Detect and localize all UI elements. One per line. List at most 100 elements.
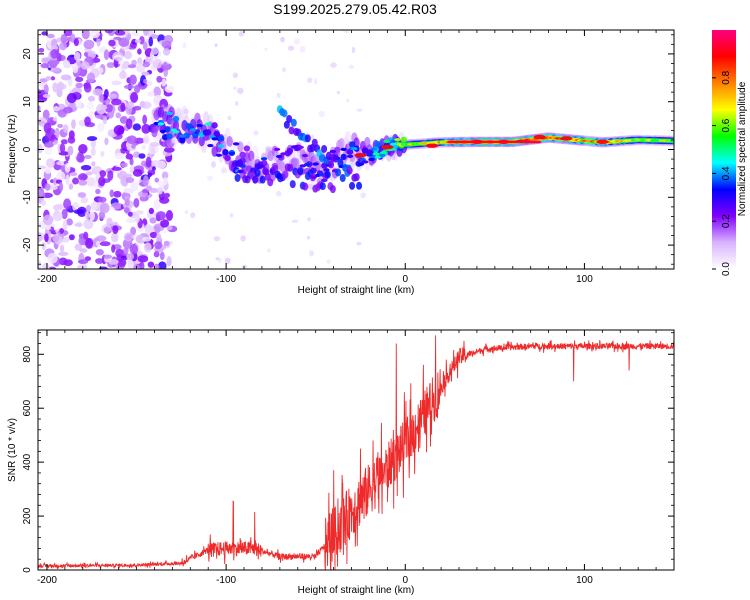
spectrogram-noise-blob — [47, 252, 58, 264]
spectrogram-ridge-blob — [204, 129, 212, 136]
snr-axes-frame — [37, 329, 675, 571]
spectrogram-noise-blob — [85, 171, 93, 176]
spectrogram-noise-blob — [42, 262, 50, 269]
spectrogram-branch-blob — [252, 175, 259, 184]
spectrogram-noise-blob — [238, 30, 244, 37]
spectrogram-noise-blob — [132, 123, 142, 131]
spectrogram-ridge-blob — [370, 147, 377, 151]
spectrogram-noise-blob — [166, 256, 172, 267]
spectrogram-noise-blob — [104, 104, 113, 113]
spectrogram-noise-blob — [52, 204, 63, 211]
spectrogram-noise-blob — [122, 247, 129, 254]
colorbar-tick-label: 0.8 — [721, 70, 732, 84]
spectrogram-ridge-blob — [239, 151, 246, 158]
spectrogram-noise-blob — [182, 42, 187, 49]
spectrogram-noise-blob — [148, 36, 154, 47]
spectrogram-noise-blob — [60, 74, 72, 81]
x-tick-label: -200 — [37, 274, 57, 285]
spectrogram-noise-blob — [43, 122, 52, 134]
spectrogram-branch-blob — [319, 182, 326, 191]
spectrogram-noise-blob — [77, 259, 89, 265]
spectrogram-ridge-blob — [226, 135, 233, 147]
spectrogram-noise-blob — [107, 258, 119, 265]
spectrogram-noise-blob — [56, 171, 66, 181]
spectrogram-ridge-blob — [172, 115, 180, 123]
spectrogram-noise-blob — [99, 170, 107, 178]
spectrogram-noise-blob — [214, 43, 218, 48]
spectrogram-noise-blob — [227, 115, 232, 121]
spectrogram-noise-blob — [307, 183, 314, 190]
spectrogram-noise-blob — [71, 119, 76, 130]
spectrogram-noise-blob — [264, 47, 268, 51]
spectrogram-noise-blob — [276, 92, 281, 98]
spectrogram-noise-blob — [59, 41, 67, 51]
spectrogram-peak — [536, 140, 542, 144]
spectrogram-noise-blob — [83, 83, 92, 93]
spectrogram-noise-blob — [149, 231, 158, 239]
spectrogram-ridge-blob — [293, 157, 300, 169]
spectrogram-noise-blob — [42, 109, 50, 120]
spectrogram-ridge-blob — [172, 120, 180, 131]
spectrogram-noise-blob — [287, 45, 295, 51]
spectrogram-noise-blob — [348, 64, 355, 69]
spectrogram-noise-blob — [154, 241, 163, 250]
snr-x-ticks: -200 -100 0 100 — [37, 330, 675, 586]
spectrogram-noise-blob — [306, 235, 311, 240]
spectrogram-noise-blob — [165, 209, 174, 221]
spectrogram-noise-blob — [80, 164, 92, 171]
spectrogram-noise-blob — [38, 105, 41, 112]
spectrogram-noise-blob — [166, 155, 172, 161]
spectrogram-ridge-blob — [189, 128, 197, 132]
spectrogram-noise-blob — [233, 86, 237, 90]
spectrogram-noise-blob — [98, 93, 104, 103]
spectrogram-peak — [381, 144, 394, 150]
spectrogram-noise-blob — [149, 142, 161, 147]
spectrogram-branch-blob — [257, 161, 264, 170]
spectrogram-noise-blob — [281, 67, 286, 73]
spectrogram-noise-blob — [318, 110, 326, 118]
spectrogram-noise-blob — [86, 136, 98, 141]
spectrogram-noise-blob — [99, 241, 111, 247]
spectrogram-noise-blob — [85, 237, 94, 249]
spectrogram-noise-blob — [48, 60, 60, 66]
spectrogram-noise-blob — [40, 63, 50, 69]
spectrogram-noise-blob — [74, 243, 83, 251]
spectrogram-noise-blob — [107, 170, 114, 181]
spectrogram-noise-blob — [309, 250, 314, 257]
spectrogram-noise-blob — [144, 242, 152, 253]
spectrogram-branch-blob — [232, 159, 239, 168]
spectrogram-noise-blob — [126, 135, 137, 144]
spectrogram-noise-blob — [113, 190, 122, 198]
spectrogram-ridge-blob — [232, 142, 240, 146]
spectrogram-noise-blob — [41, 241, 46, 250]
x-tick-label: 0 — [402, 575, 408, 586]
spectrogram-branch-blob — [259, 175, 266, 184]
spectrogram-noise-blob — [42, 214, 54, 226]
spectrogram-ridge-blob — [290, 145, 298, 149]
spectrogram-noise-blob — [69, 33, 76, 43]
spectrogram-noise-blob — [156, 186, 163, 195]
spectrogram-noise-blob — [66, 92, 77, 104]
spectrogram-noise-blob — [137, 255, 149, 263]
spectrogram-noise-blob — [133, 197, 140, 208]
spectrogram-noise-blob — [59, 143, 66, 154]
spectrogram-noise-blob — [342, 30, 350, 34]
spectrogram-noise-blob — [113, 125, 125, 136]
spectrogram-ridge-blob — [217, 135, 225, 142]
spectrogram-noise-blob — [141, 123, 151, 134]
spectrogram-branch-blob — [332, 154, 339, 163]
spectrogram-noise-blob — [127, 64, 137, 69]
spectrogram-branch-blob — [234, 173, 241, 182]
spectrogram-noise-blob — [56, 81, 65, 91]
spectrogram-noise-blob — [75, 101, 83, 109]
y-tick-label: 0 — [22, 146, 33, 152]
spectrogram-noise-blob — [139, 100, 146, 108]
spectrogram-noise-blob — [145, 185, 153, 191]
colorbar-tick-label: 0.4 — [721, 166, 732, 180]
spectrogram-noise-blob — [120, 162, 128, 168]
spectrogram-noise-blob — [74, 222, 83, 227]
spectrogram-noise-blob — [293, 38, 301, 45]
spectrogram-ridge-blob — [346, 154, 354, 158]
spectrogram-ridge-blob — [301, 154, 309, 158]
spectrogram-noise-blob — [95, 249, 104, 256]
